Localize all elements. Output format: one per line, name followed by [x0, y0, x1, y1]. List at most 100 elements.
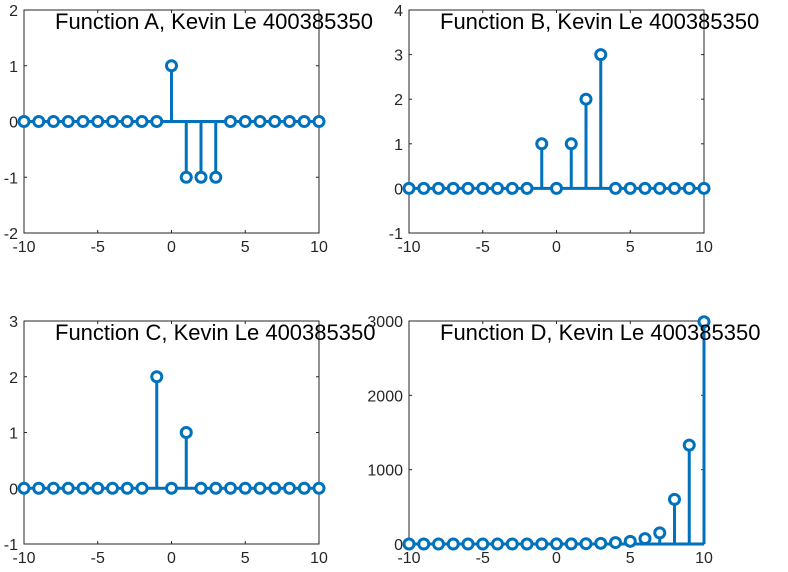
- subplot-title: Function C, Kevin Le 400385350: [55, 320, 375, 345]
- stem-marker: [106, 481, 119, 495]
- stem-marker: [61, 115, 75, 128]
- stem-marker: [297, 115, 311, 128]
- stem-marker: [476, 181, 490, 195]
- x-tick-label: -5: [91, 239, 105, 256]
- x-tick-label: -5: [476, 550, 490, 567]
- stem-marker: [194, 170, 208, 184]
- stem-marker: [638, 532, 652, 546]
- stem-marker: [461, 537, 475, 551]
- stem-marker: [238, 115, 252, 128]
- x-tick-label: -5: [476, 239, 490, 256]
- stem-marker: [32, 481, 46, 495]
- stem-marker: [564, 137, 578, 151]
- stem-marker: [564, 537, 578, 551]
- axes-box: [408, 9, 705, 234]
- stem-marker: [209, 481, 223, 495]
- stem-marker: [297, 481, 311, 495]
- y-tick-label: 2000: [367, 388, 403, 405]
- stem-marker: [165, 481, 178, 495]
- y-tick-label: 0: [394, 537, 403, 554]
- stem-marker: [135, 115, 149, 128]
- x-tick-label: -5: [91, 550, 105, 567]
- stem-marker: [697, 315, 711, 329]
- stem-marker: [668, 492, 681, 506]
- stem-marker: [224, 115, 237, 128]
- y-tick-label: 2: [9, 3, 18, 20]
- y-tick-label: 3: [9, 314, 18, 331]
- stem-marker: [520, 537, 534, 551]
- y-tick-label: 0: [9, 115, 18, 132]
- stem-marker: [135, 481, 149, 495]
- x-tick-label: 0: [167, 239, 176, 256]
- x-tick-label: 5: [241, 239, 250, 256]
- stem-marker: [682, 438, 696, 452]
- x-tick-label: 5: [626, 239, 635, 256]
- subplot-title: Function A, Kevin Le 400385350: [55, 9, 373, 34]
- stem-marker: [238, 481, 252, 495]
- stem-marker: [609, 536, 622, 550]
- y-tick-label: -1: [389, 226, 403, 243]
- stem-marker: [491, 537, 504, 551]
- y-tick-label: 0: [9, 481, 18, 498]
- stem-marker: [106, 115, 119, 128]
- stem-marker: [579, 537, 593, 551]
- stem-marker: [579, 92, 593, 106]
- stem-marker: [253, 481, 267, 495]
- stem-marker: [312, 115, 326, 128]
- y-tick-label: 3: [394, 48, 403, 65]
- stem-marker: [268, 115, 282, 128]
- stem-marker: [535, 537, 549, 551]
- y-tick-label: 1000: [367, 463, 403, 480]
- stem-marker: [194, 481, 208, 495]
- x-tick-label: -10: [397, 239, 420, 256]
- stem-marker: [550, 181, 563, 195]
- stem-marker: [623, 181, 637, 195]
- x-tick-label: 0: [167, 550, 176, 567]
- stem-marker: [623, 534, 637, 548]
- stem-marker: [653, 526, 667, 540]
- stem-marker: [120, 115, 134, 128]
- y-tick-label: -1: [4, 537, 18, 554]
- stem-marker: [150, 370, 164, 384]
- stem-marker: [505, 537, 519, 551]
- stem-marker: [476, 537, 490, 551]
- y-tick-label: 4: [394, 3, 403, 20]
- x-tick-label: 0: [552, 239, 561, 256]
- axes-box: [23, 320, 320, 545]
- stem-marker: [17, 481, 31, 495]
- stem-marker: [165, 59, 178, 73]
- stem-marker: [550, 537, 563, 551]
- stem-marker: [283, 115, 296, 128]
- stem-marker: [253, 115, 267, 128]
- stem-marker: [432, 537, 445, 551]
- stem-marker: [47, 481, 60, 495]
- y-tick-label: 3000: [367, 314, 403, 331]
- x-tick-label: -10: [12, 239, 35, 256]
- stem-marker: [179, 170, 193, 184]
- stem-marker: [535, 137, 549, 151]
- stem-marker: [682, 181, 696, 195]
- stem-marker: [47, 115, 60, 128]
- stem-marker: [505, 181, 519, 195]
- axes-box: [408, 320, 705, 545]
- y-tick-label: 1: [9, 59, 18, 76]
- stem-marker: [224, 481, 237, 495]
- x-tick-label: -10: [397, 550, 420, 567]
- y-tick-label: 2: [394, 92, 403, 109]
- stem-marker: [594, 48, 608, 62]
- stem-marker: [491, 181, 504, 195]
- x-tick-label: 10: [310, 550, 328, 567]
- y-tick-label: -2: [4, 226, 18, 243]
- stem-marker: [76, 481, 90, 495]
- stem-marker: [76, 115, 90, 128]
- y-tick-label: -1: [4, 170, 18, 187]
- y-tick-label: 0: [394, 181, 403, 198]
- stem-marker: [520, 181, 534, 195]
- stem-marker: [312, 481, 326, 495]
- x-tick-label: 10: [695, 239, 713, 256]
- y-tick-label: 2: [9, 370, 18, 387]
- subplot-function-d: -10 -5 0 5 10 0 1000 2000 3000 Function D, Kevin …: [367, 314, 760, 567]
